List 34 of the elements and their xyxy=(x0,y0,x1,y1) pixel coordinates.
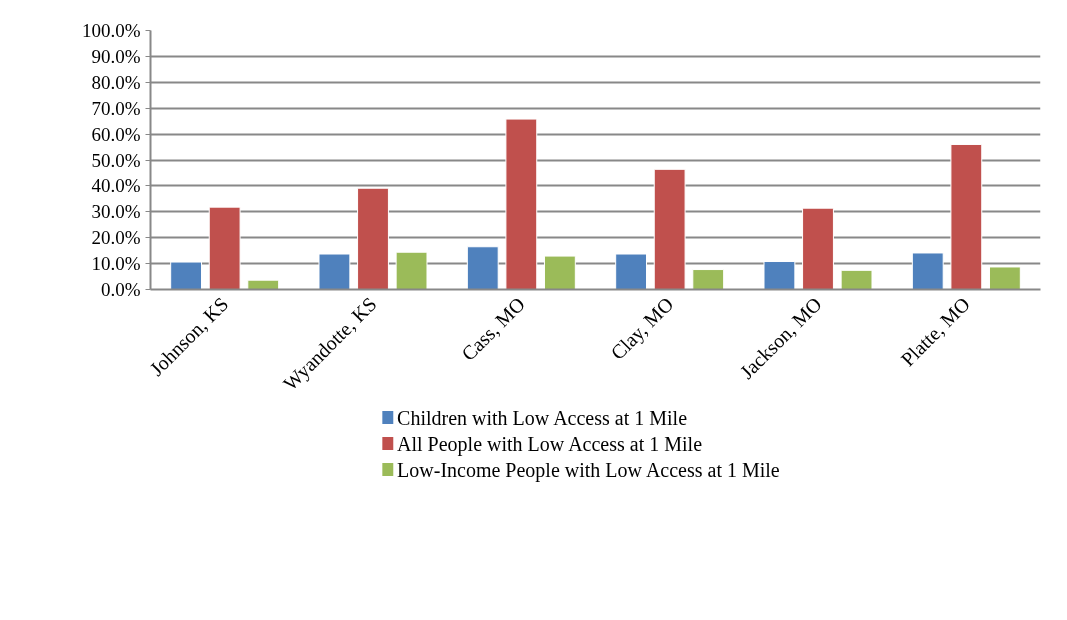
x-tick-label: Cass, MO xyxy=(456,292,530,365)
bar xyxy=(988,266,1021,290)
bar xyxy=(615,253,648,290)
bar xyxy=(247,279,280,290)
y-tick-label: 10.0% xyxy=(91,253,141,275)
bar xyxy=(208,206,241,290)
y-tick-label: 40.0% xyxy=(91,175,141,197)
y-tick-label: 50.0% xyxy=(91,149,141,171)
y-tick-label: 90.0% xyxy=(91,45,141,67)
bar xyxy=(170,261,203,290)
legend-label: Children with Low Access at 1 Mile xyxy=(397,406,688,429)
bar xyxy=(505,118,538,290)
legend-label: Low-Income People with Low Access at 1 Mile xyxy=(397,458,780,482)
y-tick-label: 60.0% xyxy=(91,123,141,145)
y-tick-label: 20.0% xyxy=(91,227,141,249)
y-tick-label: 80.0% xyxy=(91,71,141,93)
bar xyxy=(543,255,576,290)
bar xyxy=(395,251,428,290)
bar xyxy=(763,261,796,290)
x-tick-label: Clay, MO xyxy=(606,292,679,365)
bar xyxy=(466,246,499,290)
legend-label: All People with Low Access at 1 Mile xyxy=(397,432,703,456)
bar xyxy=(357,187,389,290)
y-tick-label: 0.0% xyxy=(100,279,141,300)
bar xyxy=(911,252,944,290)
y-tick-label: 100.0% xyxy=(81,20,141,41)
bar xyxy=(692,269,725,290)
bar xyxy=(318,253,351,290)
bar xyxy=(840,269,873,290)
bar xyxy=(950,143,983,290)
y-tick-label: 30.0% xyxy=(91,201,141,223)
bar xyxy=(653,168,686,290)
y-tick-label: 70.0% xyxy=(91,97,141,119)
bar xyxy=(802,207,834,290)
